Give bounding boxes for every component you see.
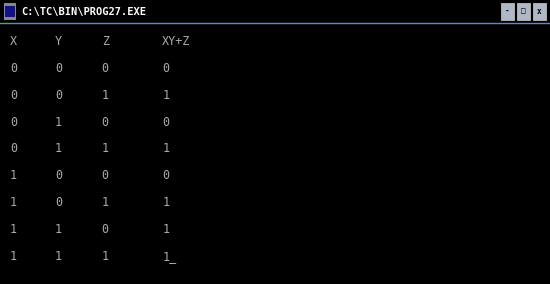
Text: X: X [10,35,17,48]
Text: 1: 1 [162,196,169,209]
Text: 0: 0 [55,62,62,75]
Text: 1: 1 [10,223,17,236]
Text: 1: 1 [10,196,17,209]
Bar [517,3,530,20]
Text: 0: 0 [102,116,109,129]
Text: 1: 1 [102,143,109,155]
Text: 1: 1 [55,250,62,263]
Text: 0: 0 [10,62,17,75]
Text: 1: 1 [102,196,109,209]
Text: 1: 1 [162,89,169,102]
Text: 1: 1 [102,250,109,263]
Text: 1: 1 [55,116,62,129]
Text: 1: 1 [10,250,17,263]
Text: 0: 0 [10,116,17,129]
Bar [533,3,546,20]
Text: x: x [537,7,542,16]
Text: 0: 0 [10,89,17,102]
Text: 0: 0 [10,143,17,155]
Text: 0: 0 [102,62,109,75]
Text: -: - [505,7,510,16]
Text: □: □ [521,7,526,16]
Text: 0: 0 [55,169,62,182]
Text: 0: 0 [162,169,169,182]
Bar [501,3,514,20]
Text: 1: 1 [102,89,109,102]
Text: Y: Y [55,35,62,48]
Text: 1: 1 [10,169,17,182]
Bar [5,6,15,18]
Text: XY+Z: XY+Z [162,35,191,48]
Bar [4,3,16,20]
Text: 1: 1 [162,223,169,236]
Text: 1: 1 [162,143,169,155]
Text: 1_: 1_ [162,250,177,263]
Text: 0: 0 [55,89,62,102]
Text: 0: 0 [162,62,169,75]
Text: Z: Z [102,35,109,48]
Text: 0: 0 [162,116,169,129]
Text: 0: 0 [102,169,109,182]
Text: C:\TC\BIN\PROG27.EXE: C:\TC\BIN\PROG27.EXE [21,7,146,17]
Text: 0: 0 [55,196,62,209]
Text: 0: 0 [102,223,109,236]
Text: 1: 1 [55,143,62,155]
Text: 1: 1 [55,223,62,236]
